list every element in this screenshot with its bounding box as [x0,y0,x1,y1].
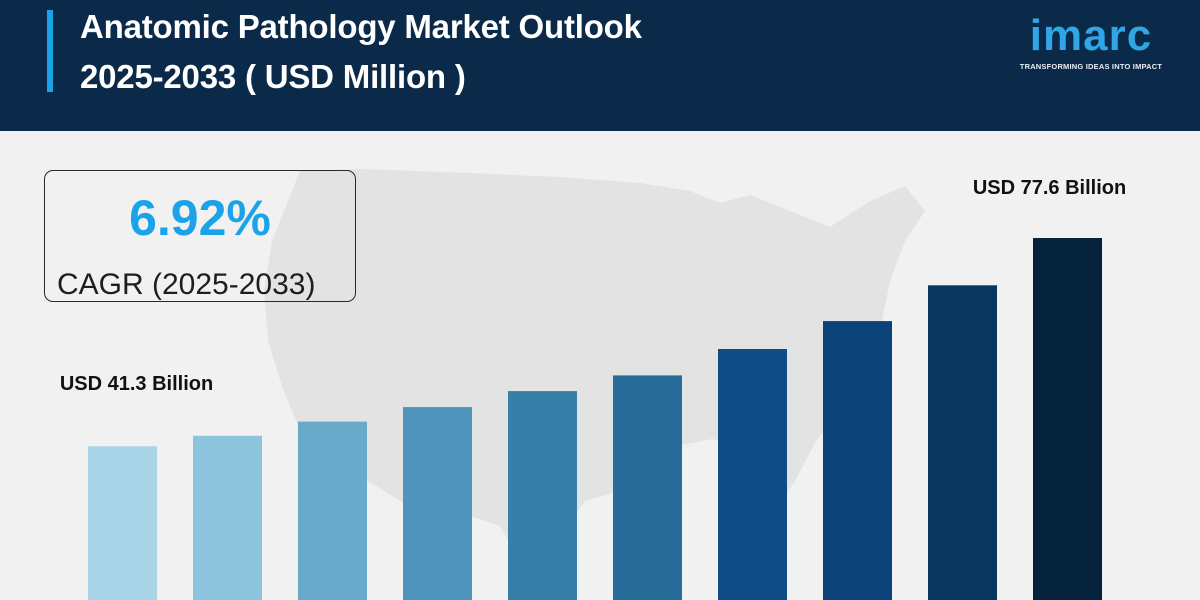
bar-2030 [613,375,682,600]
imarc-logo: imarc TRANSFORMING IDEAS INTO IMPACT [1016,11,1166,72]
bar-2034 [1033,238,1102,600]
cagr-label: CAGR (2025-2033) [57,268,316,301]
chart-title-line-1: Anatomic Pathology Market Outlook [80,8,642,45]
bar-2033 [928,285,997,600]
chart-title: Anatomic Pathology Market Outlook 2025-2… [80,2,642,102]
cagr-box: 6.92% CAGR (2025-2033) [44,170,356,302]
bar-2029 [508,391,577,600]
bar-2027 [298,421,367,600]
bar-chart: USD 41.3 Billion USD 77.6 Billion [60,177,1126,600]
bar-2032 [823,321,892,600]
logo-wordmark: imarc [1029,11,1153,60]
cagr-value: 6.92% [129,190,271,246]
header-banner: Anatomic Pathology Market Outlook 2025-2… [0,0,1200,131]
chart-title-line-2: 2025-2033 ( USD Million ) [80,58,466,95]
bar-2025 [88,446,157,600]
logo-tagline: TRANSFORMING IDEAS INTO IMPACT [1019,62,1163,71]
data-label-2034: USD 77.6 Billion [973,177,1126,199]
bar-2031 [718,349,787,600]
bar-2028 [403,407,472,600]
bar-2026 [193,435,262,600]
header-accent-bar [47,10,53,92]
data-label-2025: USD 41.3 Billion [60,373,213,395]
